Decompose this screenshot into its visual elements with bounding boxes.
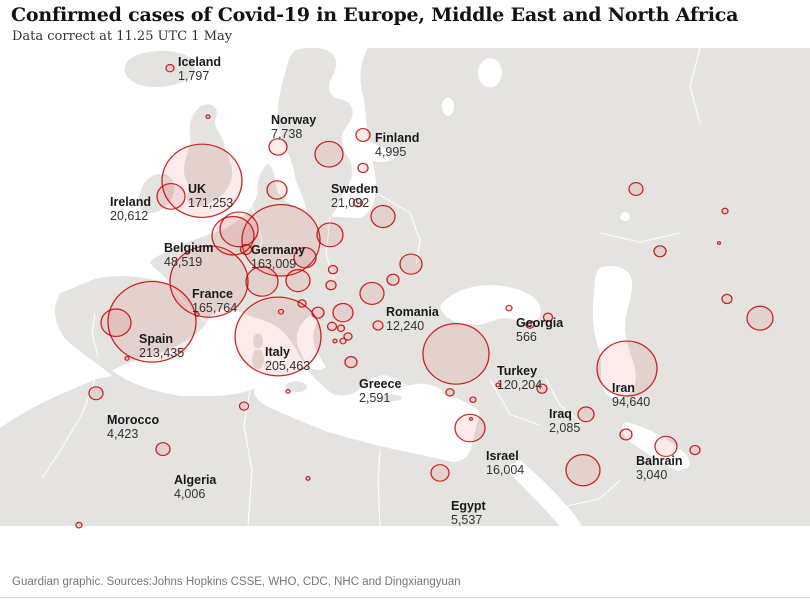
sea-black-sea [440, 285, 541, 325]
sea-adriatic [296, 315, 326, 371]
case-circle-unlabeled-u25 [316, 222, 344, 248]
case-circle-unlabeled-u3 [357, 162, 369, 174]
case-circle-norway [268, 138, 288, 156]
island-cyprus [443, 388, 461, 397]
case-circle-unlabeled-u39 [495, 382, 501, 388]
island-crete [382, 394, 402, 402]
sea-overlays [112, 58, 690, 527]
island-corsica [253, 333, 263, 349]
case-circle-unlabeled-u22 [339, 337, 347, 345]
lake [442, 97, 454, 116]
case-circle-unlabeled-u11 [285, 269, 311, 293]
page-subtitle: Data correct at 11.25 UTC 1 May [12, 29, 233, 44]
map-svg [0, 48, 810, 529]
case-circle-unlabeled-u2 [266, 180, 288, 200]
case-circle-egypt [430, 464, 450, 482]
case-circle-greece [344, 356, 358, 369]
case-circle-sweden [314, 140, 344, 168]
source-credit: Guardian graphic. Sources:Johns Hopkins … [12, 576, 461, 588]
sea-persian-gulf [622, 421, 690, 472]
case-circle-unlabeled-u30 [721, 207, 729, 215]
case-circle-unlabeled-u44 [689, 444, 701, 456]
case-circle-unlabeled-u46 [285, 388, 291, 394]
case-circle-algeria [155, 442, 171, 457]
land-scandinavia [277, 48, 353, 223]
case-circle-morocco [88, 386, 104, 401]
case-circle-unlabeled-u34 [746, 305, 774, 331]
case-circle-unlabeled-u17 [277, 308, 285, 315]
case-circle-germany [241, 204, 321, 277]
case-circle-unlabeled-u4 [352, 198, 364, 208]
case-circle-unlabeled-u24 [372, 320, 384, 331]
case-circle-unlabeled-u18 [332, 302, 354, 323]
sea-caspian [592, 266, 636, 400]
land-iceland [124, 50, 196, 87]
case-circle-unlabeled-u16 [311, 306, 325, 319]
case-circle-iceland [165, 63, 175, 73]
case-circle-unlabeled-u32 [716, 241, 722, 246]
bottom-divider [0, 597, 810, 598]
case-circle-ireland [156, 182, 186, 210]
case-circle-unlabeled-u14 [325, 280, 337, 291]
case-circle-iraq [536, 383, 548, 394]
case-circle-unlabeled-u8 [124, 356, 130, 361]
case-circle-georgia [505, 304, 513, 312]
case-circle-unlabeled-u40 [468, 416, 474, 421]
sea-red-sea [508, 460, 582, 527]
case-circle-unlabeled-u13 [327, 264, 339, 275]
map-circles [75, 63, 774, 529]
map-canvas [0, 48, 810, 570]
case-circle-unlabeled-u7 [100, 308, 132, 338]
island-sardinia [252, 349, 264, 370]
case-circle-unlabeled-u42 [577, 406, 595, 423]
case-circle-romania [359, 281, 385, 306]
case-circle-unlabeled-u21 [332, 338, 338, 344]
case-circle-uk [161, 143, 243, 219]
page-title: Confirmed cases of Covid-19 in Europe, M… [11, 4, 739, 26]
case-circle-unlabeled-u5 [219, 211, 259, 248]
lake-2 [620, 211, 630, 222]
island-sicily [285, 381, 307, 393]
case-circle-unlabeled-u10 [245, 266, 279, 297]
case-circle-unlabeled-u29 [628, 182, 644, 197]
case-circle-bahrain [619, 428, 633, 441]
case-circle-turkey [422, 323, 490, 385]
case-circle-unlabeled-u31 [653, 245, 667, 258]
case-circle-unlabeled-u20 [336, 324, 346, 333]
case-circle-unlabeled-u23 [343, 332, 353, 341]
case-circle-finland [355, 127, 371, 143]
sea-gulf-of-finland [357, 137, 396, 163]
case-circle-unlabeled-u37 [445, 388, 455, 397]
case-circle-unlabeled-u28 [386, 273, 400, 286]
sea-white-sea [478, 58, 502, 88]
case-circle-unlabeled-u27 [399, 253, 423, 275]
case-circle-unlabeled-u33 [721, 293, 733, 305]
case-circle-unlabeled-u9 [194, 312, 200, 317]
case-circle-unlabeled-u12 [293, 247, 317, 269]
case-circle-unlabeled-u38 [469, 396, 477, 404]
case-circle-unlabeled-u1 [205, 114, 211, 120]
case-circle-unlabeled-u47 [305, 475, 311, 481]
landmass-group [0, 48, 810, 527]
case-circle-iran [596, 340, 658, 397]
case-circle-unlabeled-u26 [370, 204, 396, 229]
case-circle-unlabeled-u19 [326, 321, 338, 332]
case-circle-france [169, 245, 249, 318]
case-circle-unlabeled-u45 [238, 401, 250, 411]
case-circle-unlabeled-u15 [297, 299, 307, 308]
case-circle-unlabeled-u43 [654, 435, 678, 458]
land-great-britain [183, 104, 233, 207]
case-circle-italy [234, 296, 322, 377]
case-circle-unlabeled-u48 [75, 521, 83, 529]
case-circle-unlabeled-u6 [239, 243, 253, 256]
case-circle-israel [454, 413, 486, 443]
case-circle-unlabeled-u35 [525, 320, 535, 329]
case-circle-unlabeled-u41 [565, 454, 601, 487]
land-eurasia-africa [0, 48, 810, 527]
case-circle-spain [107, 280, 197, 363]
case-circle-unlabeled-u36 [542, 312, 554, 322]
land-ireland [138, 174, 174, 214]
country-borders [41, 48, 701, 527]
